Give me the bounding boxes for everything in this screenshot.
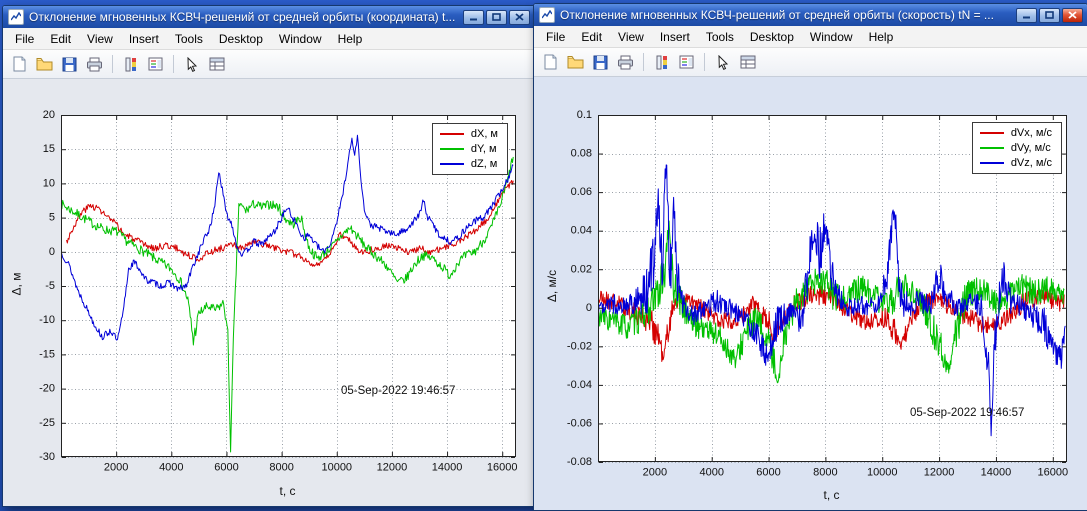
titlebar[interactable]: Отклонение мгновенных КСВЧ-решений от ср… xyxy=(534,4,1087,26)
timestamp-annotation: 05-Sep-2022 19:46:57 xyxy=(341,385,455,397)
legend-line-swatch xyxy=(440,148,464,150)
minimize-button[interactable] xyxy=(463,10,484,25)
timestamp-annotation: 05-Sep-2022 19:46:57 xyxy=(910,407,1024,419)
insert-legend-icon[interactable] xyxy=(675,51,698,74)
property-inspector-icon[interactable] xyxy=(205,53,228,76)
legend-label: dVy, м/с xyxy=(1011,142,1051,154)
legend-entry: dVx, м/с xyxy=(980,127,1052,139)
figure-canvas-area: Δ, м t, с dX, м dY, м dZ, м 05-Sep-2022 … xyxy=(3,79,534,506)
menu-insert[interactable]: Insert xyxy=(121,30,167,48)
legend-label: dZ, м xyxy=(471,158,498,170)
legend-entry: dX, м xyxy=(440,128,498,140)
menubar: File Edit View Insert Tools Desktop Wind… xyxy=(3,28,534,50)
edit-plot-icon[interactable] xyxy=(180,53,203,76)
legend-line-swatch xyxy=(980,147,1004,149)
open-file-icon[interactable] xyxy=(564,51,587,74)
window-title: Отклонение мгновенных КСВЧ-решений от ср… xyxy=(560,8,1011,22)
window-title: Отклонение мгновенных КСВЧ-решений от ср… xyxy=(29,10,458,24)
close-button[interactable] xyxy=(1062,8,1083,23)
figure-window-icon xyxy=(539,7,555,23)
legend-line-swatch xyxy=(440,133,464,135)
menu-desktop[interactable]: Desktop xyxy=(742,28,802,46)
figure-toolbar xyxy=(3,50,534,79)
figure-toolbar xyxy=(534,48,1087,77)
open-file-icon[interactable] xyxy=(33,53,56,76)
menu-view[interactable]: View xyxy=(610,28,652,46)
legend-line-swatch xyxy=(980,132,1004,134)
menu-file[interactable]: File xyxy=(7,30,42,48)
legend-line-swatch xyxy=(440,163,464,165)
minimize-button[interactable] xyxy=(1016,8,1037,23)
legend-entry: dZ, м xyxy=(440,158,498,170)
menu-window[interactable]: Window xyxy=(271,30,330,48)
y-axis-label: Δ, м xyxy=(9,273,23,296)
menubar: File Edit View Insert Tools Desktop Wind… xyxy=(534,26,1087,48)
figure-window-velocity: Отклонение мгновенных КСВЧ-решений от ср… xyxy=(533,3,1087,511)
menu-file[interactable]: File xyxy=(538,28,573,46)
save-figure-icon[interactable] xyxy=(58,53,81,76)
toolbar-separator xyxy=(112,55,113,73)
menu-help[interactable]: Help xyxy=(861,28,902,46)
legend-entry: dY, м xyxy=(440,143,498,155)
figure-window-coordinates: Отклонение мгновенных КСВЧ-решений от ср… xyxy=(2,5,535,507)
menu-edit[interactable]: Edit xyxy=(573,28,610,46)
legend-label: dVx, м/с xyxy=(1011,127,1052,139)
print-icon[interactable] xyxy=(83,53,106,76)
insert-colorbar-icon[interactable] xyxy=(119,53,142,76)
insert-legend-icon[interactable] xyxy=(144,53,167,76)
figure-canvas-area: Δ, м/с t, с dVx, м/с dVy, м/с dVz, м/с 0… xyxy=(534,77,1087,510)
legend-label: dY, м xyxy=(471,143,497,155)
x-axis-label: t, с xyxy=(61,484,514,498)
menu-edit[interactable]: Edit xyxy=(42,30,79,48)
x-axis-label: t, с xyxy=(598,488,1065,502)
legend-entry: dVy, м/с xyxy=(980,142,1052,154)
legend-line-swatch xyxy=(980,162,1004,164)
y-axis-label: Δ, м/с xyxy=(545,270,559,302)
legend-box[interactable]: dVx, м/с dVy, м/с dVz, м/с xyxy=(972,122,1062,174)
menu-insert[interactable]: Insert xyxy=(652,28,698,46)
edit-plot-icon[interactable] xyxy=(711,51,734,74)
toolbar-separator xyxy=(643,53,644,71)
desktop: Отклонение мгновенных КСВЧ-решений от ср… xyxy=(0,0,1087,511)
menu-tools[interactable]: Tools xyxy=(167,30,211,48)
menu-tools[interactable]: Tools xyxy=(698,28,742,46)
maximize-button[interactable] xyxy=(1039,8,1060,23)
new-figure-icon[interactable] xyxy=(8,53,31,76)
property-inspector-icon[interactable] xyxy=(736,51,759,74)
legend-box[interactable]: dX, м dY, м dZ, м xyxy=(432,123,508,175)
maximize-button[interactable] xyxy=(486,10,507,25)
figure-window-icon xyxy=(8,9,24,25)
legend-label: dVz, м/с xyxy=(1011,157,1052,169)
toolbar-separator xyxy=(704,53,705,71)
close-button[interactable] xyxy=(509,10,530,25)
print-icon[interactable] xyxy=(614,51,637,74)
menu-desktop[interactable]: Desktop xyxy=(211,30,271,48)
insert-colorbar-icon[interactable] xyxy=(650,51,673,74)
menu-view[interactable]: View xyxy=(79,30,121,48)
new-figure-icon[interactable] xyxy=(539,51,562,74)
legend-entry: dVz, м/с xyxy=(980,157,1052,169)
legend-label: dX, м xyxy=(471,128,498,140)
toolbar-separator xyxy=(173,55,174,73)
titlebar[interactable]: Отклонение мгновенных КСВЧ-решений от ср… xyxy=(3,6,534,28)
menu-help[interactable]: Help xyxy=(330,30,371,48)
menu-window[interactable]: Window xyxy=(802,28,861,46)
save-figure-icon[interactable] xyxy=(589,51,612,74)
